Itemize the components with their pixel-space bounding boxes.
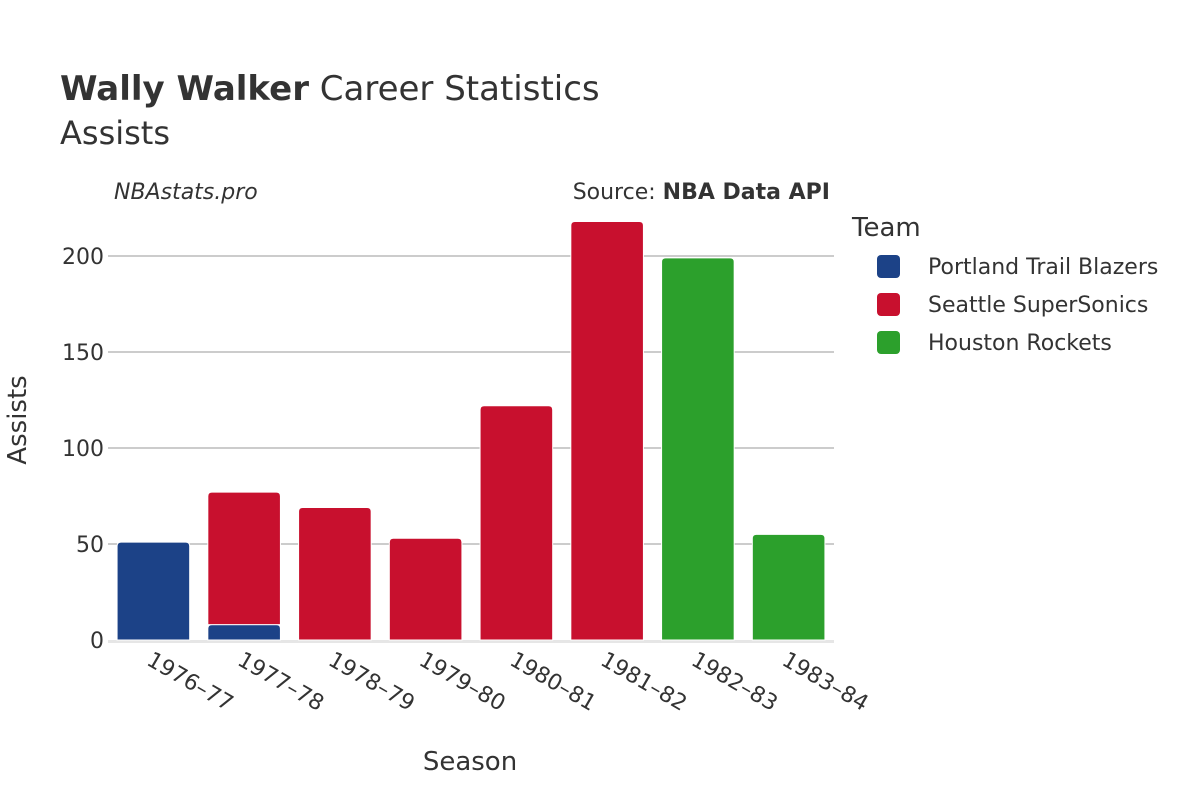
bars <box>116 220 826 641</box>
bar-segment[interactable] <box>388 537 463 641</box>
y-tick-label: 100 <box>62 437 104 462</box>
title-rest <box>309 69 320 109</box>
x-tick-label: 1977–78 <box>233 648 328 717</box>
y-tick-label: 50 <box>76 533 104 558</box>
watermark: NBAstats.pro <box>114 180 258 205</box>
legend-swatch[interactable] <box>877 255 900 278</box>
bar-segment[interactable] <box>116 541 191 641</box>
bar-segment[interactable] <box>479 405 554 641</box>
y-tick-label: 0 <box>90 629 104 654</box>
x-tick-label: 1978–79 <box>324 648 419 717</box>
legend-items: Portland Trail Blazers Seattle SuperSonic… <box>877 255 1158 356</box>
x-tick-label: 1979–80 <box>415 648 510 717</box>
legend: Team Portland Trail Blazers Seattle Super… <box>851 213 1158 356</box>
y-tick-label: 200 <box>62 245 104 270</box>
legend-label[interactable]: Portland Trail Blazers <box>928 255 1158 280</box>
bar-segment[interactable] <box>207 624 281 641</box>
x-axis-ticks: 1976–771977–781978–791979–801980–811981–… <box>142 648 872 717</box>
source-name: NBA Data API <box>663 180 830 205</box>
chart-subtitle: Assists <box>60 114 170 152</box>
title-suffix: Career Statistics <box>320 69 600 109</box>
legend-label[interactable]: Seattle SuperSonics <box>928 293 1148 318</box>
legend-swatch[interactable] <box>877 331 900 354</box>
legend-title: Team <box>851 213 921 243</box>
y-axis-title: Assists <box>3 375 33 464</box>
legend-label[interactable]: Houston Rockets <box>928 331 1112 356</box>
bar-segment[interactable] <box>751 533 826 641</box>
player-name: Wally Walker <box>60 69 309 109</box>
x-tick-label: 1980–81 <box>505 648 600 717</box>
bar-segment[interactable] <box>570 220 644 641</box>
source-credit: Source: NBA Data API <box>573 180 830 205</box>
chart-title: Wally Walker Career Statistics <box>60 69 600 109</box>
bar-segment[interactable] <box>661 257 735 641</box>
x-tick-label: 1976–77 <box>142 648 237 717</box>
x-axis-title: Season <box>423 747 517 777</box>
x-tick-label: 1981–82 <box>596 648 691 717</box>
bar-segment[interactable] <box>207 491 281 626</box>
bar-segment[interactable] <box>298 507 372 641</box>
source-prefix: Source: <box>573 180 663 205</box>
x-tick-label: 1983–84 <box>778 648 873 717</box>
y-tick-label: 150 <box>62 341 104 366</box>
y-axis-ticks: 0 50 100 150 200 <box>62 245 104 654</box>
x-tick-label: 1982–83 <box>687 648 782 717</box>
legend-swatch[interactable] <box>877 293 900 316</box>
